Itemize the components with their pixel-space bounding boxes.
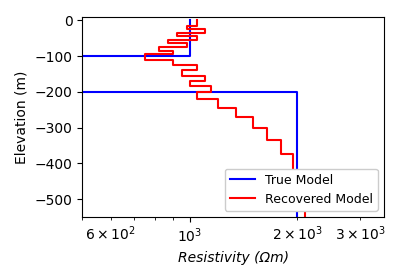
Legend: True Model, Recovered Model: True Model, Recovered Model <box>225 169 378 211</box>
Recovered Model <box>291 153 296 156</box>
True Model <box>187 18 192 22</box>
Y-axis label: Elevation (m): Elevation (m) <box>15 70 29 164</box>
Recovered Model <box>166 38 170 42</box>
Line: True Model: True Model <box>0 20 297 217</box>
Recovered Model <box>166 42 170 45</box>
True Model <box>295 90 300 94</box>
Line: Recovered Model: Recovered Model <box>145 20 305 217</box>
Recovered Model <box>202 80 207 83</box>
Recovered Model <box>195 18 200 22</box>
X-axis label: Resistivity (Ωm): Resistivity (Ωm) <box>178 251 289 265</box>
True Model <box>187 54 192 58</box>
True Model <box>295 215 300 219</box>
Recovered Model <box>202 80 207 83</box>
Recovered Model <box>171 49 176 52</box>
Recovered Model <box>302 215 307 219</box>
